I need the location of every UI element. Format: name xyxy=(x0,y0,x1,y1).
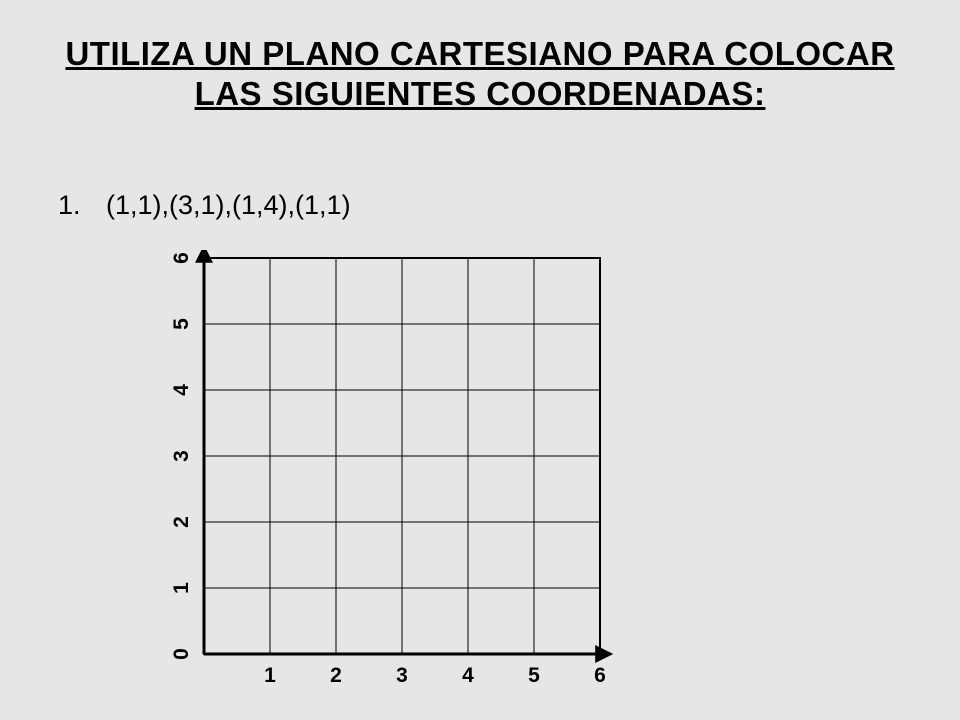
x-tick-label: 2 xyxy=(330,664,342,687)
y-tick-label: 0 xyxy=(170,648,193,660)
y-tick-label: 6 xyxy=(170,252,193,264)
x-tick-label: 5 xyxy=(528,664,540,687)
cartesian-plane: 1 2 3 4 5 6 0 1 2 3 4 5 6 xyxy=(160,250,688,709)
list-item: 1. (1,1),(3,1),(1,4),(1,1) xyxy=(58,190,351,221)
x-tick-label: 4 xyxy=(462,664,474,687)
page: UTILIZA UN PLANO CARTESIANO PARA COLOCAR… xyxy=(0,0,960,720)
y-tick-label: 5 xyxy=(170,318,193,330)
x-tick-label: 3 xyxy=(396,664,408,687)
y-tick-label: 3 xyxy=(170,450,193,462)
y-tick-label: 1 xyxy=(170,582,193,594)
item-number: 1. xyxy=(58,190,82,221)
chart-svg: 1 2 3 4 5 6 0 1 2 3 4 5 6 xyxy=(160,250,688,704)
item-text: (1,1),(3,1),(1,4),(1,1) xyxy=(106,190,351,221)
page-title: UTILIZA UN PLANO CARTESIANO PARA COLOCAR… xyxy=(0,0,960,115)
y-tick-label: 4 xyxy=(170,384,193,396)
x-tick-label: 1 xyxy=(264,664,276,687)
y-tick-label: 2 xyxy=(170,516,193,528)
x-tick-label: 6 xyxy=(594,664,606,687)
